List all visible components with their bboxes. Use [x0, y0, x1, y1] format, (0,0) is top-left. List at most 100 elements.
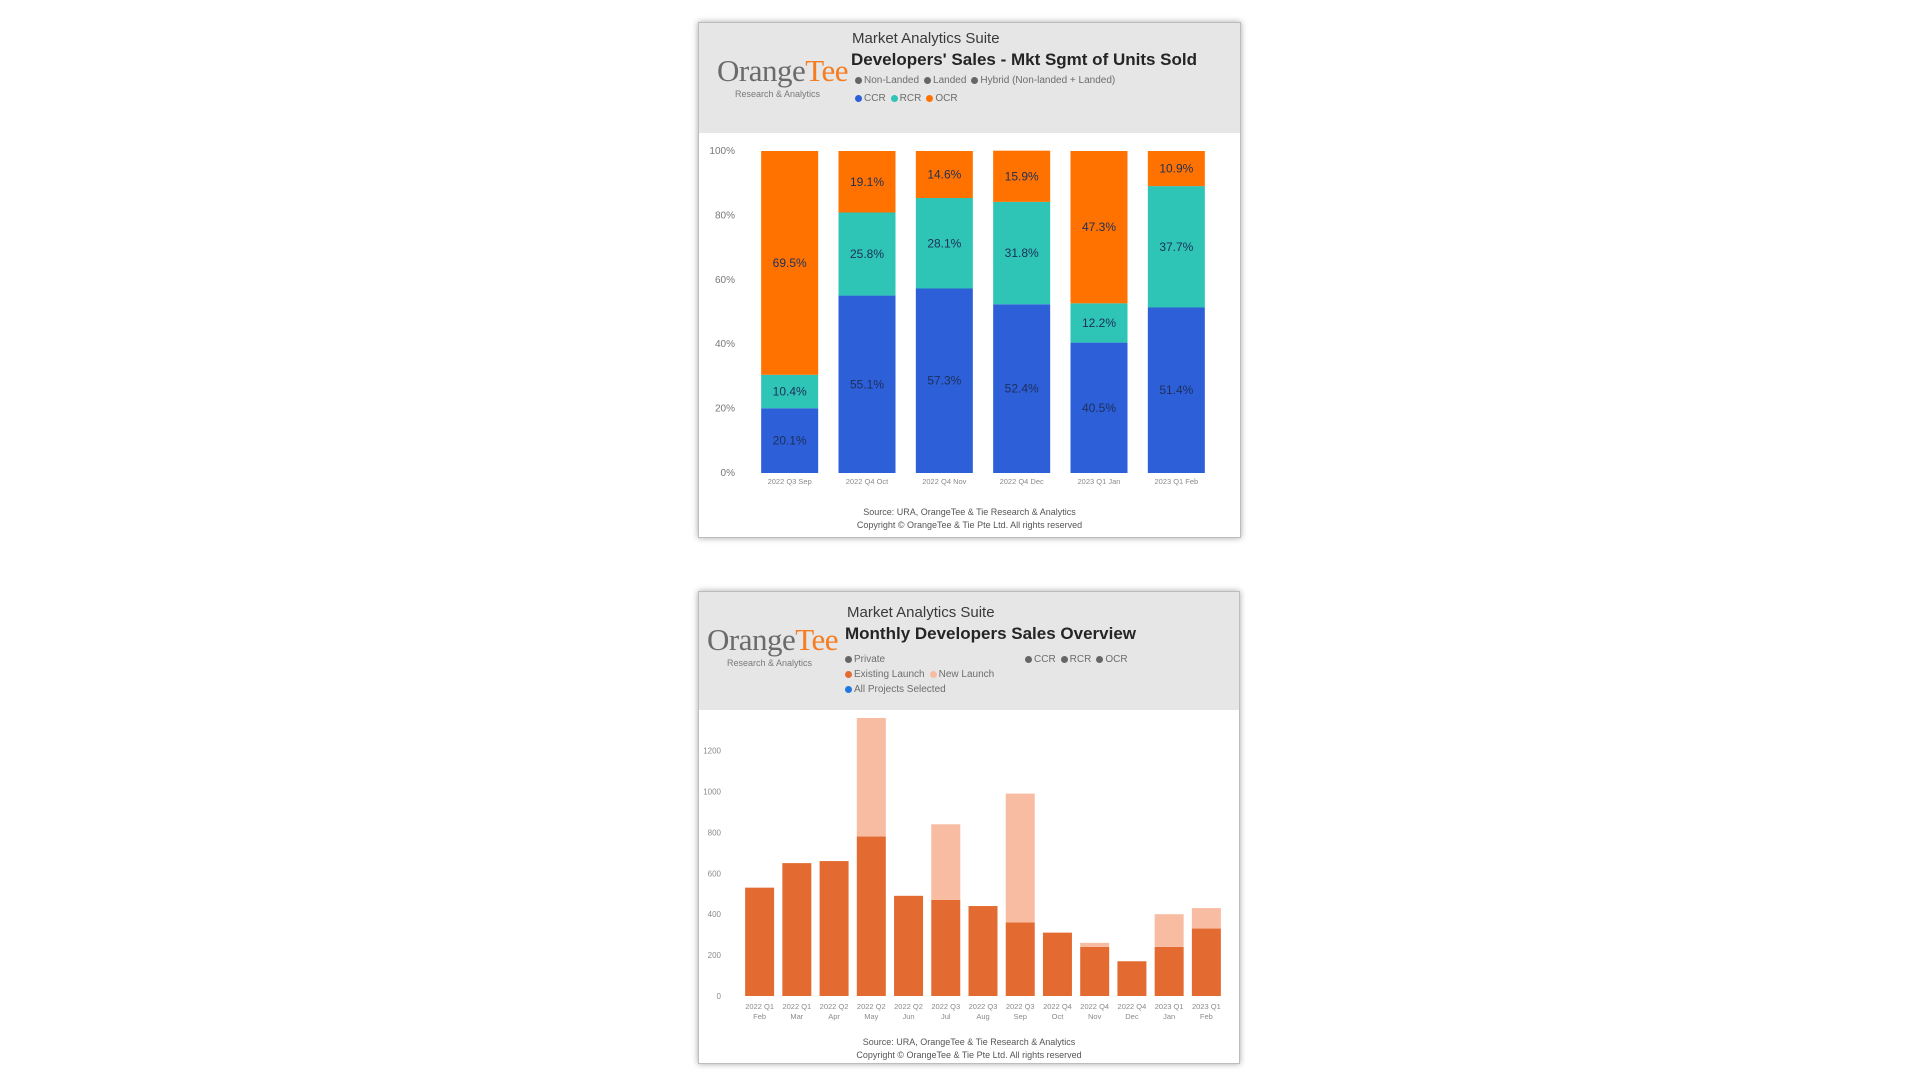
bar-segment-rcr: [838, 212, 896, 296]
legend-label: Hybrid (Non-landed + Landed): [980, 75, 1116, 86]
x-tick-label: 2022 Q3 Sep: [768, 477, 812, 486]
legend-item-rcr[interactable]: RCR: [1060, 654, 1092, 665]
legend-dot-icon: [929, 671, 937, 678]
suite-label: Market Analytics Suite: [852, 30, 1000, 47]
bar-segment-existing-launch: [819, 861, 849, 996]
legend-item-all-projects[interactable]: All Projects Selected: [845, 684, 946, 695]
logo-orange-text: Orange: [707, 622, 796, 657]
x-tick-label-quarter: 2022 Q3: [931, 1002, 960, 1011]
data-label: 52.4%: [1005, 382, 1039, 396]
bar-segment-ccr: [761, 408, 819, 473]
legend-private[interactable]: Private: [845, 654, 890, 665]
legend-label: Non-Landed: [864, 75, 920, 86]
legend-dot-icon: [971, 77, 979, 84]
mkt-segment-chart-plot: 0% 20% 40% 60% 80% 100% 20.1% 10.4% 69.5% 2022 Q3…: [709, 146, 1205, 486]
legend-label: All Projects Selected: [854, 684, 946, 695]
legend-item-ocr[interactable]: OCR: [926, 93, 958, 104]
y-tick-label: 60%: [715, 275, 735, 286]
legend-dot-icon: [1025, 656, 1032, 663]
mkt-segment-chart-header: OrangeTee Research & Analytics Market An…: [699, 23, 1240, 133]
bar-segment-new-launch: [931, 824, 961, 900]
bar-segment-ccr: [993, 304, 1051, 473]
x-tick-label: 2023 Q1 Feb: [1154, 477, 1198, 486]
data-label: 51.4%: [1159, 383, 1193, 397]
legend-item-landed[interactable]: Landed: [924, 75, 966, 86]
orangetee-logo: OrangeTee Research & Analytics: [717, 53, 849, 99]
legend-label: Existing Launch: [854, 669, 925, 680]
x-tick-label-month: Feb: [753, 1012, 766, 1021]
y-tick-label: 20%: [715, 404, 735, 415]
bar-segment-existing-launch: [894, 895, 924, 996]
legend-selection[interactable]: All Projects Selected: [845, 684, 951, 695]
data-label: 20.1%: [773, 434, 807, 448]
x-tick-label-month: Sep: [1014, 1012, 1027, 1021]
x-tick-label-quarter: 2022 Q4: [1118, 1002, 1147, 1011]
x-tick-label-month: Nov: [1088, 1012, 1102, 1021]
bar-segment-existing-launch: [1042, 932, 1072, 996]
x-tick-label-month: Jun: [902, 1012, 914, 1021]
bar-segment-ocr: [761, 151, 819, 375]
data-label: 40.5%: [1082, 401, 1116, 415]
legend-item-ocr[interactable]: OCR: [1096, 654, 1128, 665]
legend-dot-icon: [890, 95, 898, 102]
y-tick-label: 100%: [709, 146, 735, 157]
legend-region[interactable]: CCR RCR OCR: [1025, 654, 1133, 665]
legend-launch[interactable]: Existing Launch New Launch: [845, 669, 999, 680]
bar-segment-new-launch: [1080, 942, 1110, 947]
legend-item-ccr[interactable]: CCR: [855, 93, 886, 104]
legend-item-ccr[interactable]: CCR: [1025, 654, 1056, 665]
bar-segment-new-launch: [1191, 908, 1221, 929]
legend-label: RCR: [1069, 654, 1092, 665]
x-tick-label-month: Apr: [828, 1012, 840, 1021]
y-tick-label: 600: [708, 869, 722, 878]
x-tick-label-quarter: 2023 Q1: [1155, 1002, 1184, 1011]
bar-segment-existing-launch: [931, 899, 961, 996]
legend-dot-icon: [845, 686, 852, 693]
y-tick-label: 1000: [703, 788, 721, 797]
bar-segment-existing-launch: [1117, 961, 1147, 996]
chart-title: Monthly Developers Sales Overview: [845, 624, 1137, 643]
logo-subtitle: Research & Analytics: [727, 658, 813, 668]
chart-footer: Source: URA, OrangeTee & Tie Research & …: [699, 1036, 1239, 1062]
bar-segment-rcr: [993, 201, 1051, 305]
legend-item-existing-launch[interactable]: Existing Launch: [845, 669, 925, 680]
legend-item-new-launch[interactable]: New Launch: [929, 669, 995, 680]
y-tick-label: 0%: [721, 468, 736, 479]
bar-segment-ccr: [915, 288, 973, 473]
legend-dot-icon: [1060, 656, 1068, 663]
bar-segment-ocr: [1070, 151, 1128, 304]
legend-region[interactable]: CCR RCR OCR: [855, 93, 963, 104]
bar-segment-rcr: [761, 374, 819, 409]
legend-label: New Launch: [938, 669, 995, 680]
x-tick-label-month: Feb: [1200, 1012, 1213, 1021]
legend-label: RCR: [899, 93, 922, 104]
chart-title: Developers' Sales - Mkt Sgmt of Units So…: [851, 50, 1198, 69]
data-label: 57.3%: [927, 374, 961, 388]
legend-dot-icon: [855, 77, 862, 84]
x-tick-label-quarter: 2022 Q4: [1080, 1002, 1109, 1011]
bar-segment-existing-launch: [1005, 922, 1035, 996]
legend-dot-icon: [924, 77, 932, 84]
legend-property-type[interactable]: Non-Landed Landed Hybrid (Non-landed + L…: [855, 75, 1120, 86]
legend-label: OCR: [1105, 654, 1128, 665]
y-tick-label: 400: [708, 910, 722, 919]
bar-segment-ocr: [838, 151, 896, 213]
legend-dot-icon: [845, 671, 852, 678]
bar-segment-ccr: [1070, 342, 1128, 473]
legend-item-hybrid[interactable]: Hybrid (Non-landed + Landed): [971, 75, 1115, 86]
footer-source: Source: URA, OrangeTee & Tie Research & …: [863, 507, 1076, 517]
x-tick-label: 2023 Q1 Jan: [1078, 477, 1121, 486]
x-tick-label-month: Aug: [976, 1012, 989, 1021]
bar-segment-ccr: [838, 295, 896, 473]
legend-item-private[interactable]: Private: [845, 654, 885, 665]
x-tick-label-quarter: 2022 Q1: [745, 1002, 774, 1011]
legend-item-non-landed[interactable]: Non-Landed: [855, 75, 919, 86]
x-tick-label-month: Jul: [941, 1012, 951, 1021]
x-tick-label-month: Jan: [1163, 1012, 1175, 1021]
data-label: 15.9%: [1005, 169, 1039, 183]
data-label: 31.8%: [1005, 246, 1039, 260]
legend-label: CCR: [864, 93, 886, 104]
logo-tee-text: Tee: [805, 53, 849, 88]
legend-item-rcr[interactable]: RCR: [890, 93, 922, 104]
